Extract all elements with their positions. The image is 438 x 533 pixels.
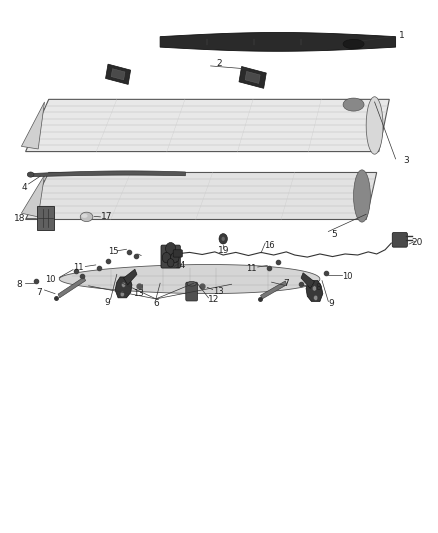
Polygon shape <box>21 102 45 149</box>
Text: 10: 10 <box>45 274 55 284</box>
Text: 7: 7 <box>283 279 289 288</box>
Text: 10: 10 <box>342 272 353 281</box>
Circle shape <box>171 253 179 263</box>
Polygon shape <box>111 69 125 80</box>
Text: 13: 13 <box>213 287 223 296</box>
Text: 13: 13 <box>133 289 144 297</box>
Text: 14: 14 <box>175 262 186 270</box>
Polygon shape <box>239 67 266 88</box>
FancyBboxPatch shape <box>186 282 198 301</box>
Circle shape <box>162 253 171 263</box>
Ellipse shape <box>353 170 371 222</box>
Polygon shape <box>21 175 45 217</box>
Circle shape <box>314 295 318 301</box>
Text: 6: 6 <box>153 298 159 308</box>
Ellipse shape <box>187 281 196 286</box>
Polygon shape <box>306 280 323 302</box>
Polygon shape <box>245 71 260 84</box>
Text: 17: 17 <box>101 212 113 221</box>
Ellipse shape <box>81 214 88 218</box>
Text: 15: 15 <box>108 247 118 256</box>
Ellipse shape <box>80 212 93 222</box>
Polygon shape <box>124 269 137 285</box>
Polygon shape <box>115 277 132 298</box>
Text: 4: 4 <box>22 183 28 191</box>
Text: 18: 18 <box>14 214 25 223</box>
Text: 20: 20 <box>412 238 423 247</box>
Text: 8: 8 <box>316 283 321 292</box>
FancyBboxPatch shape <box>37 206 54 230</box>
Polygon shape <box>261 281 287 299</box>
Text: 9: 9 <box>329 299 335 308</box>
Circle shape <box>120 292 124 297</box>
Polygon shape <box>301 273 314 288</box>
Text: 12: 12 <box>208 295 219 304</box>
Text: 19: 19 <box>217 246 229 255</box>
Circle shape <box>219 233 227 244</box>
Text: 11: 11 <box>247 263 257 272</box>
FancyBboxPatch shape <box>173 250 182 257</box>
Polygon shape <box>160 33 396 51</box>
Circle shape <box>167 259 174 267</box>
Text: 3: 3 <box>403 156 409 165</box>
Text: 11: 11 <box>73 263 83 272</box>
Circle shape <box>312 286 317 291</box>
Circle shape <box>166 243 176 255</box>
Ellipse shape <box>366 97 383 154</box>
Text: 7: 7 <box>37 288 42 297</box>
Polygon shape <box>32 171 185 176</box>
Ellipse shape <box>27 172 34 177</box>
Text: 16: 16 <box>264 241 275 250</box>
FancyBboxPatch shape <box>392 232 407 247</box>
Circle shape <box>222 237 225 241</box>
FancyBboxPatch shape <box>161 245 180 268</box>
Text: 8: 8 <box>17 280 23 289</box>
Polygon shape <box>106 64 131 84</box>
Polygon shape <box>25 99 389 151</box>
Text: 2: 2 <box>216 59 222 68</box>
Text: 5: 5 <box>332 230 338 239</box>
Polygon shape <box>25 173 377 220</box>
Circle shape <box>121 282 126 287</box>
Ellipse shape <box>343 39 364 49</box>
Polygon shape <box>59 264 320 294</box>
Text: 9: 9 <box>105 297 110 306</box>
Ellipse shape <box>343 98 364 111</box>
Polygon shape <box>58 277 85 298</box>
Text: 1: 1 <box>399 31 405 40</box>
